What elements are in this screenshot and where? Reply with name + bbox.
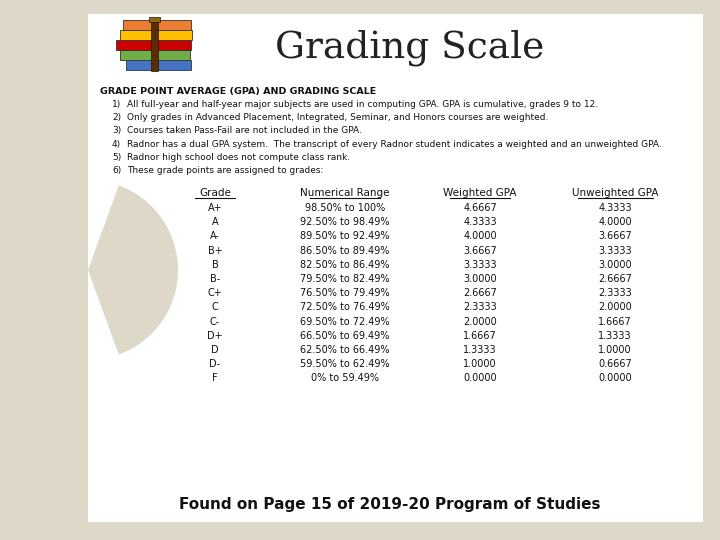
Text: Radnor high school does not compute class rank.: Radnor high school does not compute clas… bbox=[127, 153, 350, 162]
Text: B+: B+ bbox=[207, 246, 222, 255]
Text: D-: D- bbox=[210, 359, 220, 369]
Text: Radnor has a dual GPA system.  The transcript of every Radnor student indicates : Radnor has a dual GPA system. The transc… bbox=[127, 140, 662, 149]
Text: 4.0000: 4.0000 bbox=[463, 232, 497, 241]
Text: 6): 6) bbox=[112, 166, 121, 175]
Text: Found on Page 15 of 2019-20 Program of Studies: Found on Page 15 of 2019-20 Program of S… bbox=[179, 497, 600, 512]
Text: 76.50% to 79.49%: 76.50% to 79.49% bbox=[300, 288, 390, 298]
Text: 2.0000: 2.0000 bbox=[598, 302, 632, 313]
Text: 69.50% to 72.49%: 69.50% to 72.49% bbox=[300, 316, 390, 327]
Text: 1.6667: 1.6667 bbox=[463, 331, 497, 341]
Text: Weighted GPA: Weighted GPA bbox=[444, 188, 517, 198]
Text: 2): 2) bbox=[112, 113, 121, 122]
Text: D+: D+ bbox=[207, 331, 222, 341]
Text: 3.6667: 3.6667 bbox=[598, 232, 632, 241]
Text: 79.50% to 82.49%: 79.50% to 82.49% bbox=[300, 274, 390, 284]
FancyBboxPatch shape bbox=[120, 30, 192, 40]
FancyBboxPatch shape bbox=[123, 20, 191, 30]
Text: Unweighted GPA: Unweighted GPA bbox=[572, 188, 658, 198]
Text: 2.6667: 2.6667 bbox=[598, 274, 632, 284]
FancyBboxPatch shape bbox=[149, 17, 160, 22]
Text: 3.3333: 3.3333 bbox=[598, 246, 632, 255]
Text: A: A bbox=[212, 217, 218, 227]
Text: Grade: Grade bbox=[199, 188, 231, 198]
Text: 72.50% to 76.49%: 72.50% to 76.49% bbox=[300, 302, 390, 313]
Text: 86.50% to 89.49%: 86.50% to 89.49% bbox=[300, 246, 390, 255]
Text: 3.6667: 3.6667 bbox=[463, 246, 497, 255]
FancyBboxPatch shape bbox=[120, 50, 190, 60]
Text: 2.3333: 2.3333 bbox=[598, 288, 632, 298]
Text: 0% to 59.49%: 0% to 59.49% bbox=[311, 373, 379, 383]
Text: 2.3333: 2.3333 bbox=[463, 302, 497, 313]
Text: 2.0000: 2.0000 bbox=[463, 316, 497, 327]
Text: 1.0000: 1.0000 bbox=[598, 345, 632, 355]
FancyBboxPatch shape bbox=[126, 60, 191, 70]
Text: 0.0000: 0.0000 bbox=[463, 373, 497, 383]
Text: 5): 5) bbox=[112, 153, 121, 162]
Text: 1.3333: 1.3333 bbox=[598, 331, 632, 341]
Text: C-: C- bbox=[210, 316, 220, 327]
Wedge shape bbox=[88, 185, 178, 355]
Text: 1.3333: 1.3333 bbox=[463, 345, 497, 355]
Text: Grading Scale: Grading Scale bbox=[275, 30, 544, 66]
Text: 66.50% to 69.49%: 66.50% to 69.49% bbox=[300, 331, 390, 341]
Text: 4.6667: 4.6667 bbox=[463, 203, 497, 213]
Text: 4.3333: 4.3333 bbox=[463, 217, 497, 227]
Text: Courses taken Pass-Fail are not included in the GPA.: Courses taken Pass-Fail are not included… bbox=[127, 126, 362, 136]
FancyBboxPatch shape bbox=[151, 18, 158, 71]
Text: 4): 4) bbox=[112, 140, 121, 149]
Text: 1.6667: 1.6667 bbox=[598, 316, 632, 327]
Text: B: B bbox=[212, 260, 218, 270]
Text: 92.50% to 98.49%: 92.50% to 98.49% bbox=[300, 217, 390, 227]
Text: B-: B- bbox=[210, 274, 220, 284]
Text: 62.50% to 66.49%: 62.50% to 66.49% bbox=[300, 345, 390, 355]
Text: 4.3333: 4.3333 bbox=[598, 203, 632, 213]
Text: C+: C+ bbox=[207, 288, 222, 298]
FancyBboxPatch shape bbox=[116, 40, 191, 50]
Text: A-: A- bbox=[210, 232, 220, 241]
Text: These grade points are assigned to grades:: These grade points are assigned to grade… bbox=[127, 166, 323, 175]
Text: Numerical Range: Numerical Range bbox=[300, 188, 390, 198]
Text: 3.3333: 3.3333 bbox=[463, 260, 497, 270]
Text: All full-year and half-year major subjects are used in computing GPA. GPA is cum: All full-year and half-year major subjec… bbox=[127, 100, 598, 109]
Text: F: F bbox=[212, 373, 218, 383]
Text: 3): 3) bbox=[112, 126, 121, 136]
Text: 0.0000: 0.0000 bbox=[598, 373, 632, 383]
Text: C: C bbox=[212, 302, 218, 313]
Text: 0.6667: 0.6667 bbox=[598, 359, 632, 369]
Text: A+: A+ bbox=[207, 203, 222, 213]
FancyBboxPatch shape bbox=[88, 14, 703, 522]
Text: 82.50% to 86.49%: 82.50% to 86.49% bbox=[300, 260, 390, 270]
Text: 3.0000: 3.0000 bbox=[463, 274, 497, 284]
Text: 1): 1) bbox=[112, 100, 121, 109]
Text: 1.0000: 1.0000 bbox=[463, 359, 497, 369]
Text: 59.50% to 62.49%: 59.50% to 62.49% bbox=[300, 359, 390, 369]
Text: D: D bbox=[211, 345, 219, 355]
Text: 89.50% to 92.49%: 89.50% to 92.49% bbox=[300, 232, 390, 241]
Text: 98.50% to 100%: 98.50% to 100% bbox=[305, 203, 385, 213]
Text: 4.0000: 4.0000 bbox=[598, 217, 632, 227]
Text: Only grades in Advanced Placement, Integrated, Seminar, and Honors courses are w: Only grades in Advanced Placement, Integ… bbox=[127, 113, 549, 122]
Text: 3.0000: 3.0000 bbox=[598, 260, 632, 270]
Text: GRADE POINT AVERAGE (GPA) AND GRADING SCALE: GRADE POINT AVERAGE (GPA) AND GRADING SC… bbox=[100, 87, 377, 96]
Text: 2.6667: 2.6667 bbox=[463, 288, 497, 298]
